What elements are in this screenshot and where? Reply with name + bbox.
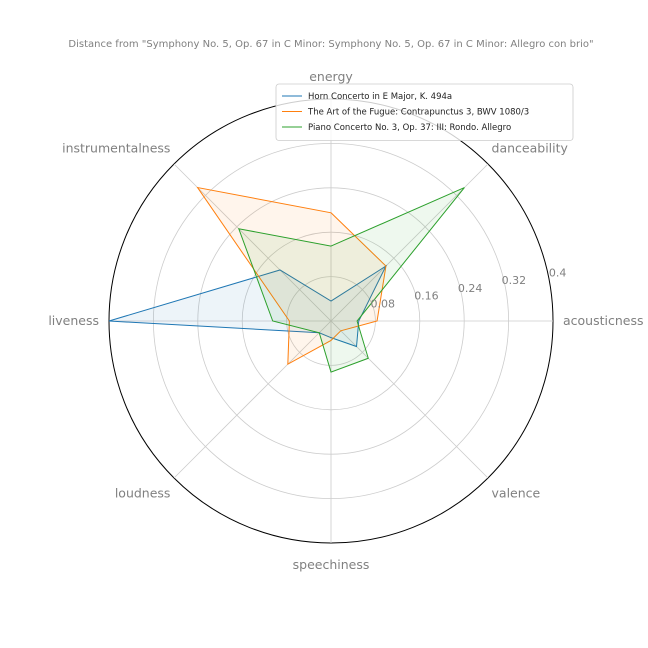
radial-tick-label: 0.24 [458,282,483,295]
radar-spoke [173,320,332,479]
axis-label-instrumentalness: instrumentalness [62,140,170,155]
axis-label-valence: valence [492,486,541,501]
legend-label-1: The Art of the Fugue: Contrapunctus 3, B… [307,108,529,118]
axis-label-liveness: liveness [48,313,99,328]
axis-label-danceability: danceability [492,140,569,155]
axis-label-energy: energy [309,69,353,84]
radial-tick-label: 0.08 [370,297,395,310]
legend-frame [275,83,574,141]
series-area-1 [197,187,386,365]
axis-label-speechiness: speechiness [293,557,370,572]
radar-spoke [330,320,489,479]
axis-labels: energy danceability acousticness valence spe… [48,69,643,572]
radar-spoke [173,163,332,322]
series-line-1 [196,186,387,366]
radial-tick-label: 0.32 [502,274,527,287]
radial-tick-label: 0.16 [414,290,439,303]
axis-label-acousticness: acousticness [563,313,644,328]
legend-label-0: Horn Concerto in E Major, K. 494a [308,92,452,102]
radar-series [108,186,465,373]
legend-label-2: Piano Concerto No. 3, Op. 37: III: Rondo… [308,123,511,133]
axis-label-loudness: loudness [115,486,171,501]
radial-tick-labels: 0.08 0.16 0.24 0.32 0.4 [370,266,566,310]
series-line-2 [238,187,465,373]
radial-tick-label: 0.4 [549,266,567,279]
legend: Horn Concerto in E Major, K. 494a The Art… [275,83,574,141]
series-area-0 [109,266,386,347]
series-area-2 [238,187,465,373]
chart-title: Distance from "Symphony No. 5, Op. 67 in… [68,39,593,50]
series-line-0 [108,264,388,348]
